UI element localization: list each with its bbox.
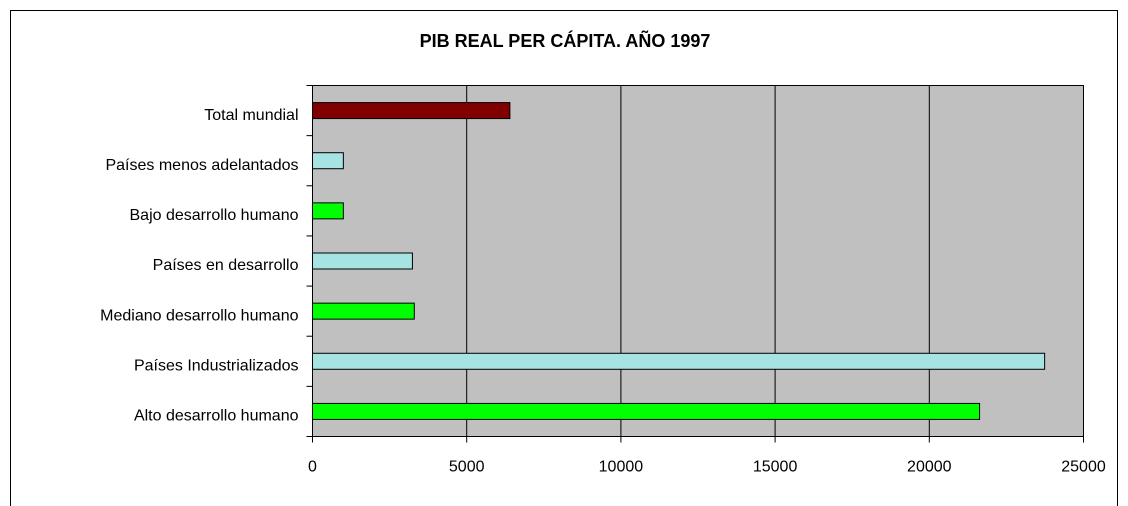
y-tick-label: Países en desarrollo bbox=[153, 257, 299, 274]
x-tick-label: 10000 bbox=[599, 459, 644, 476]
bar bbox=[312, 202, 344, 220]
y-tick-label: Alto desarrollo humano bbox=[134, 408, 299, 425]
y-tick-label: Bajo desarrollo humano bbox=[130, 207, 299, 224]
chart-title: PIB REAL PER CÁPITA. AÑO 1997 bbox=[420, 30, 711, 51]
x-tick-label: 0 bbox=[308, 459, 317, 476]
y-tick-label: Mediano desarrollo humano bbox=[100, 307, 298, 324]
plot-area bbox=[312, 85, 1084, 437]
y-tick-label: Países Industrializados bbox=[134, 358, 299, 375]
y-tick-label: Países menos adelantados bbox=[105, 157, 298, 174]
bar bbox=[312, 352, 1046, 370]
bar bbox=[312, 252, 413, 270]
bar bbox=[312, 302, 415, 320]
x-tick-label: 15000 bbox=[753, 459, 798, 476]
x-tick-label: 5000 bbox=[449, 459, 485, 476]
bar bbox=[312, 102, 511, 120]
bar bbox=[312, 402, 981, 420]
x-tick-label: 20000 bbox=[907, 459, 952, 476]
x-tick-label: 25000 bbox=[1061, 459, 1106, 476]
y-tick-label: Total mundial bbox=[204, 107, 298, 124]
bar bbox=[312, 152, 344, 170]
